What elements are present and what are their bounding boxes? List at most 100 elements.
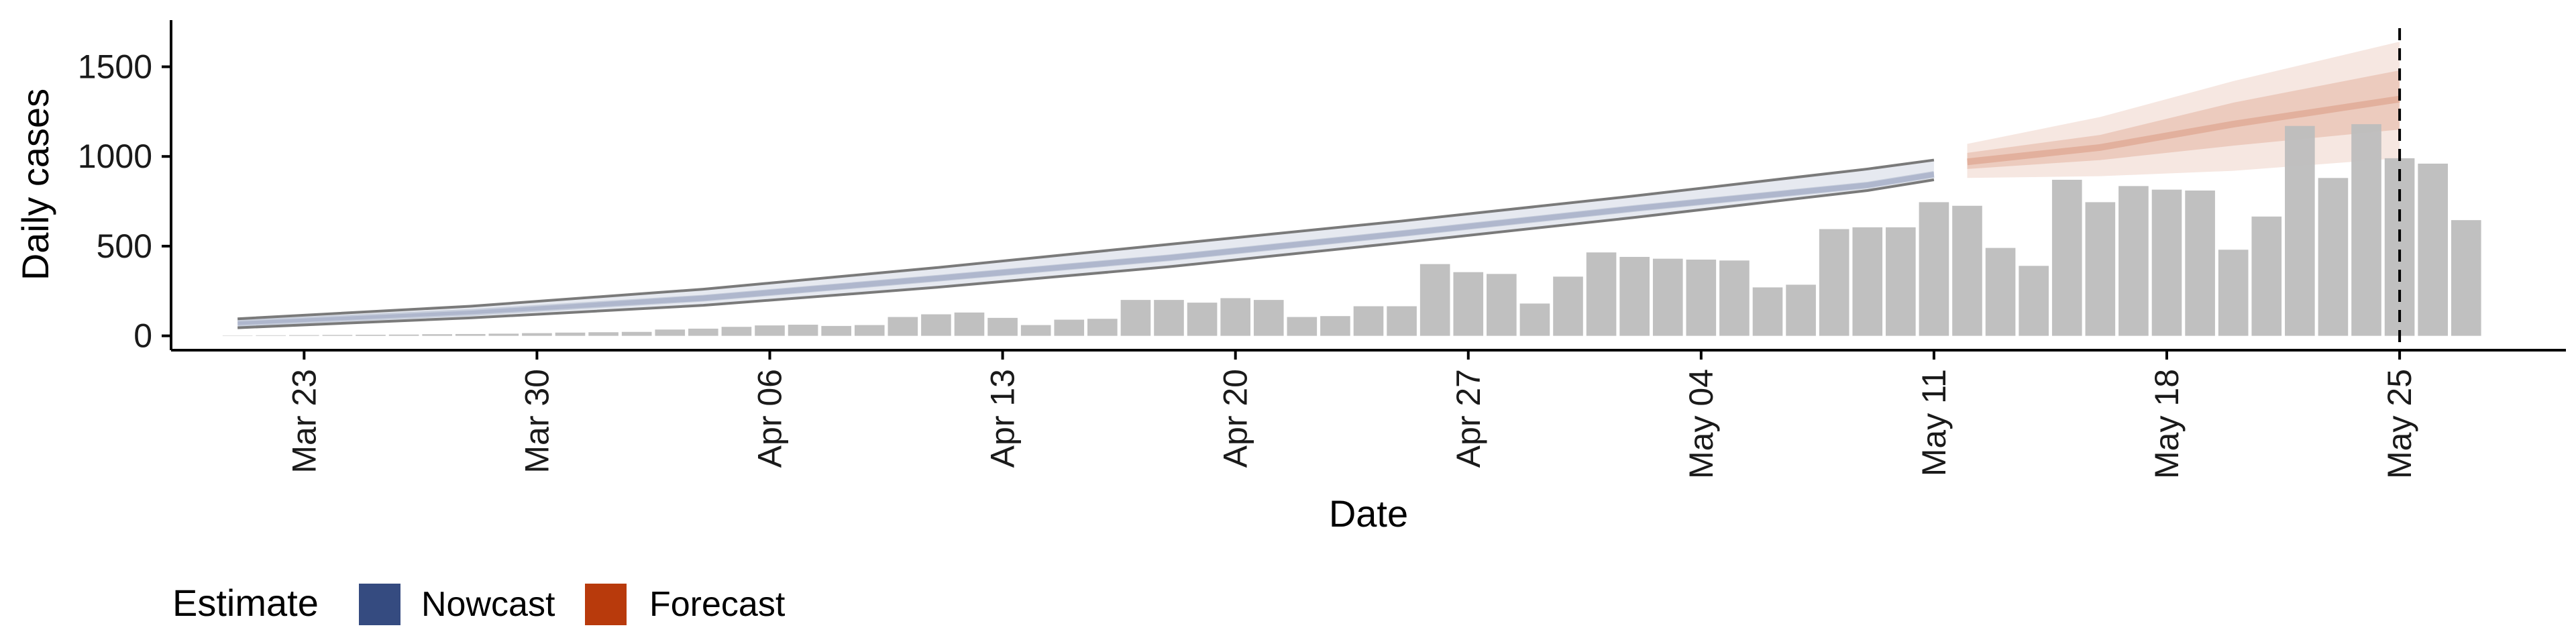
case-bar xyxy=(1054,319,1085,336)
x-axis-title: Date xyxy=(1329,492,1408,535)
x-tick-label: Apr 13 xyxy=(984,369,1022,468)
nowcast-upper-line xyxy=(237,158,1935,321)
case-bar xyxy=(1686,259,1717,336)
case-bar xyxy=(1320,316,1350,336)
case-bar xyxy=(1652,258,1683,336)
case-bar xyxy=(1154,300,1184,336)
case-bar xyxy=(555,332,586,336)
case-bar xyxy=(356,335,386,336)
case-bar xyxy=(1819,229,1849,336)
case-bar xyxy=(222,335,253,336)
y-ticks: 0 500 1000 1500 xyxy=(78,48,171,355)
case-bar xyxy=(588,332,619,336)
case-bar xyxy=(422,334,452,336)
axes: 0 500 1000 1500 Mar 23 Mar 30 Apr 06 Apr 13 Apr… xyxy=(78,20,2566,479)
case-bar xyxy=(522,333,552,336)
case-bar xyxy=(987,317,1018,336)
case-bar xyxy=(1719,260,1750,336)
x-tick-label: May 25 xyxy=(2381,369,2418,479)
legend-swatch-nowcast xyxy=(359,584,400,625)
case-bar xyxy=(2085,202,2116,336)
case-bar xyxy=(721,327,752,336)
case-bar xyxy=(1253,300,1284,336)
case-bar xyxy=(455,333,486,336)
case-bar xyxy=(2318,178,2349,336)
legend-title: Estimate xyxy=(172,582,319,624)
y-tick-label: 500 xyxy=(97,227,152,265)
nowcast-median-line xyxy=(237,171,1935,327)
case-bar xyxy=(1852,227,1883,336)
case-bar xyxy=(1952,205,1982,336)
case-bar xyxy=(755,325,785,336)
case-bar xyxy=(821,325,851,336)
case-bar xyxy=(1187,303,1218,336)
case-bar xyxy=(2251,216,2282,336)
case-bar xyxy=(1886,227,1916,336)
case-bar xyxy=(888,317,918,336)
x-tick-label: May 04 xyxy=(1682,369,1720,479)
case-bar xyxy=(1419,264,1450,336)
y-axis-title: Daily cases xyxy=(14,89,56,280)
legend-swatch-forecast xyxy=(585,584,627,625)
x-tick-label: Apr 27 xyxy=(1450,369,1487,468)
case-bar xyxy=(2185,191,2215,336)
case-bar xyxy=(256,335,286,336)
case-bar xyxy=(488,333,519,336)
case-bar xyxy=(2218,250,2249,336)
y-tick-label: 1500 xyxy=(78,48,152,86)
x-tick-label: May 18 xyxy=(2148,369,2186,479)
case-bar xyxy=(2351,124,2381,336)
case-bar xyxy=(621,331,652,336)
x-tick-label: Apr 20 xyxy=(1217,369,1254,468)
case-bar xyxy=(1919,202,1949,336)
case-bar xyxy=(2118,186,2149,336)
case-bar xyxy=(1220,298,1250,336)
case-bar xyxy=(388,334,419,336)
case-bar xyxy=(1287,317,1318,336)
case-bar xyxy=(921,314,951,336)
case-bar xyxy=(1553,276,1583,336)
case-bar xyxy=(1353,306,1384,336)
case-bar xyxy=(1752,287,1783,336)
case-bar xyxy=(2384,158,2415,336)
case-bar xyxy=(2285,125,2315,336)
y-tick-label: 0 xyxy=(133,317,152,355)
case-bar xyxy=(1985,248,2016,336)
case-bar xyxy=(1453,272,1484,336)
case-bar xyxy=(1487,274,1517,336)
case-bar xyxy=(1120,300,1151,336)
estimate-lines xyxy=(237,95,2400,329)
x-tick-label: Mar 23 xyxy=(285,369,323,474)
legend-label-forecast: Forecast xyxy=(649,585,786,624)
case-bar xyxy=(2051,179,2082,336)
case-bar xyxy=(1087,319,1118,336)
case-bar xyxy=(854,325,885,336)
case-bar xyxy=(1586,252,1617,336)
case-bar xyxy=(655,329,686,336)
x-tick-label: Mar 30 xyxy=(518,369,555,474)
case-bar xyxy=(1519,303,1550,336)
case-bar xyxy=(954,312,985,336)
x-ticks: Mar 23 Mar 30 Apr 06 Apr 13 Apr 20 Apr 27 May … xyxy=(285,350,2418,479)
case-bar xyxy=(1619,256,1650,336)
case-bar xyxy=(289,335,319,336)
forecast-band-50 xyxy=(1967,70,2400,169)
case-bar xyxy=(688,328,718,336)
x-tick-label: Apr 06 xyxy=(751,369,789,468)
case-bar xyxy=(2451,220,2481,336)
legend: Estimate Nowcast Forecast xyxy=(172,582,786,625)
nowcast-band-90 xyxy=(237,160,1934,328)
case-bars xyxy=(222,124,2481,336)
y-tick-label: 1000 xyxy=(78,138,152,175)
case-bar xyxy=(1020,325,1051,336)
case-bar xyxy=(1387,306,1417,336)
case-bar xyxy=(1786,284,1816,336)
case-bar xyxy=(788,325,818,336)
legend-label-nowcast: Nowcast xyxy=(421,585,555,624)
x-tick-label: May 11 xyxy=(1915,369,1953,476)
nowcast-lower-line xyxy=(237,178,1935,329)
case-bar xyxy=(2019,266,2049,336)
case-bar xyxy=(2151,189,2182,336)
case-bar xyxy=(2418,163,2448,336)
